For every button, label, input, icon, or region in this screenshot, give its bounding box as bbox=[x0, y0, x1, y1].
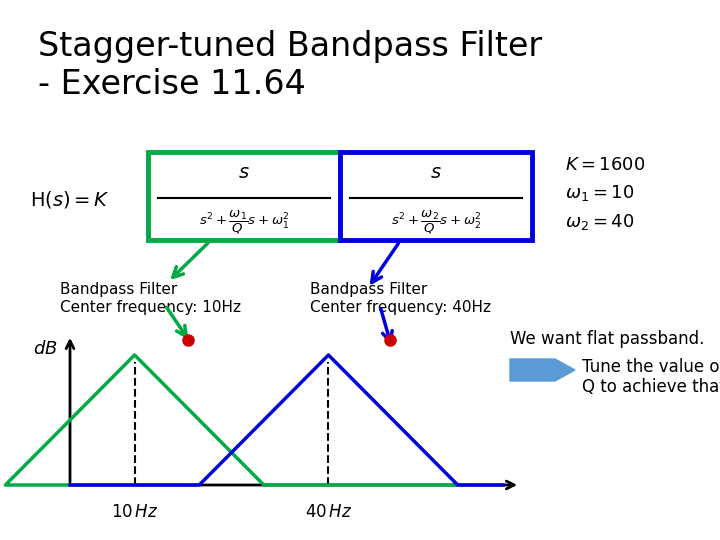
Text: $\omega_1 = 10$: $\omega_1 = 10$ bbox=[565, 183, 634, 203]
Text: $s^2+\dfrac{\omega_2}{Q}s+\omega_2^2$: $s^2+\dfrac{\omega_2}{Q}s+\omega_2^2$ bbox=[391, 208, 482, 235]
Text: $s$: $s$ bbox=[238, 163, 250, 181]
FancyArrow shape bbox=[510, 359, 575, 381]
Text: H$(s)=K$: H$(s)=K$ bbox=[30, 190, 110, 211]
Text: $s^2+\dfrac{\omega_1}{Q}s+\omega_1^2$: $s^2+\dfrac{\omega_1}{Q}s+\omega_1^2$ bbox=[199, 208, 289, 235]
Text: We want flat passband.: We want flat passband. bbox=[510, 330, 704, 348]
Text: $K = 1600$: $K = 1600$ bbox=[565, 156, 645, 174]
Text: - Exercise 11.64: - Exercise 11.64 bbox=[38, 68, 306, 101]
Text: Center frequency: 40Hz: Center frequency: 40Hz bbox=[310, 300, 491, 315]
Text: Tune the value of: Tune the value of bbox=[582, 358, 720, 376]
Text: Stagger-tuned Bandpass Filter: Stagger-tuned Bandpass Filter bbox=[38, 30, 542, 63]
Bar bbox=[148, 152, 340, 240]
Bar bbox=[340, 152, 532, 240]
Text: Q to achieve that: Q to achieve that bbox=[582, 378, 720, 396]
Text: $\omega_2 = 40$: $\omega_2 = 40$ bbox=[565, 212, 634, 232]
Text: Bandpass Filter: Bandpass Filter bbox=[60, 282, 177, 297]
Text: $dB$: $dB$ bbox=[33, 340, 58, 358]
Text: $10\,Hz$: $10\,Hz$ bbox=[111, 503, 158, 521]
Text: Center frequency: 10Hz: Center frequency: 10Hz bbox=[60, 300, 241, 315]
Text: $s$: $s$ bbox=[430, 163, 442, 181]
Text: Bandpass Filter: Bandpass Filter bbox=[310, 282, 427, 297]
Text: $40\,Hz$: $40\,Hz$ bbox=[305, 503, 352, 521]
